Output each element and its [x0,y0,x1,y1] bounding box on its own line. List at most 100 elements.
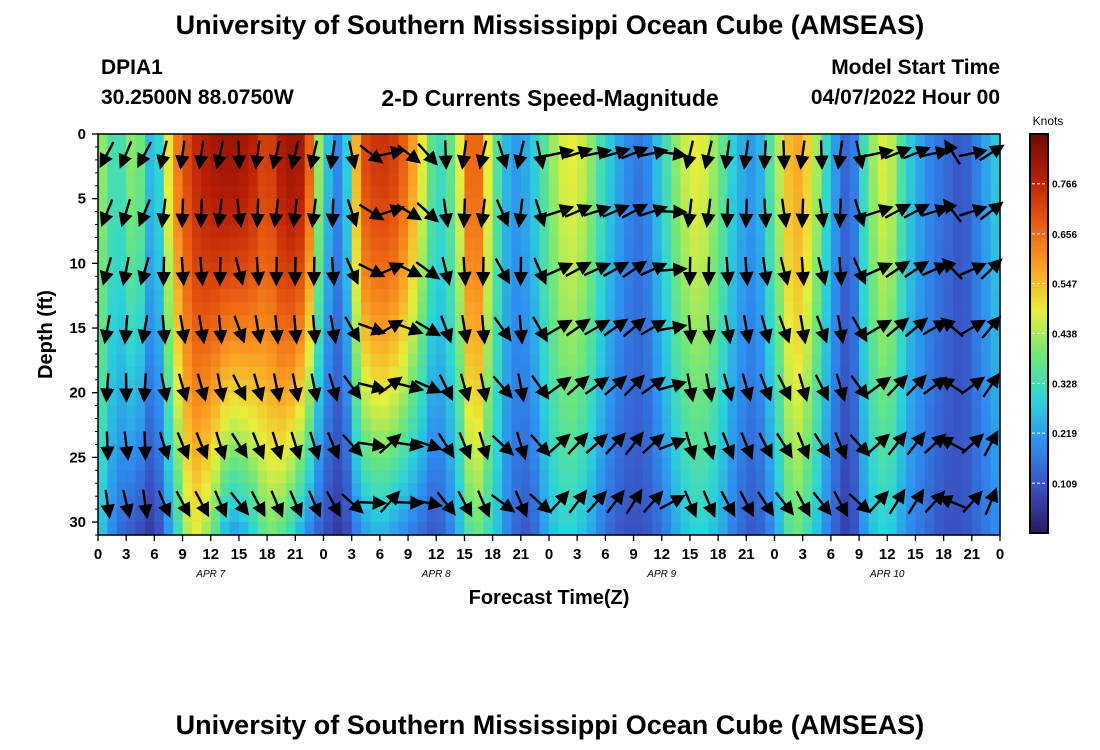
heatmap-cell [436,250,447,264]
heatmap-cell [868,353,879,368]
heatmap-cell [361,470,372,484]
colorbar-tick-label: 0.656 [1052,230,1077,241]
current-arrow [622,260,648,279]
heatmap-cell [624,340,635,355]
heatmap-cell [962,405,973,420]
heatmap-cell [191,315,202,329]
heatmap-cell [962,185,973,200]
heatmap-cell [144,470,155,484]
heatmap-cell [379,470,390,484]
heatmap-cell [464,418,475,433]
heatmap-cell [154,457,165,471]
heatmap-cell [445,250,456,264]
current-arrow [659,494,686,510]
heatmap-cell [135,224,146,239]
heatmap-cell [182,134,193,148]
heatmap-cell [699,185,710,200]
heatmap-cell [191,263,202,277]
heatmap-cell [520,237,531,252]
heatmap-cell [210,366,221,381]
current-arrow [814,374,829,402]
current-arrow [439,315,454,344]
heatmap-cell [943,483,954,497]
current-arrow [701,140,716,170]
heatmap-cell [370,302,381,316]
heatmap-cell [567,522,578,536]
heatmap-cell [671,185,682,200]
heatmap-cell [812,328,823,342]
heatmap-cell [661,457,672,471]
heatmap-cell [877,353,888,368]
heatmap-cell [285,457,296,471]
heatmap-cell [558,353,569,368]
heatmap-cell [520,302,531,316]
heatmap-cell [971,211,982,226]
heatmap-cell [774,457,785,471]
heatmap-cell [389,276,400,290]
heatmap-cell [821,470,832,484]
heatmap-cell [351,146,362,161]
heatmap-cell [783,302,794,316]
heatmap-cell [426,470,437,484]
heatmap-cell [408,315,419,329]
heatmap-cell [802,263,813,277]
heatmap-cell [144,405,155,420]
heatmap-cell [953,198,964,213]
y-tick-label: 5 [78,191,86,208]
heatmap-cell [116,250,127,264]
heatmap-cell [445,340,456,355]
heatmap-cell [971,172,982,187]
heatmap-cell [652,418,663,433]
heatmap-cell [661,509,672,523]
heatmap-cell [210,418,221,433]
heatmap-cell [539,470,550,484]
heatmap-cell [492,353,503,368]
heatmap-cell [802,224,813,239]
heatmap-cell [633,159,644,174]
heatmap-cell [868,185,879,200]
heatmap-cell [182,405,193,420]
heatmap-cell [173,315,184,329]
heatmap-cell [924,522,935,536]
heatmap-cell [351,289,362,303]
heatmap-cell [116,522,127,536]
heatmap-cell [708,457,719,471]
x-tick-label: 12 [653,546,670,563]
heatmap-cell [154,315,165,329]
heatmap-cell [464,237,475,252]
heatmap-cell [304,146,315,161]
heatmap-cell [746,237,757,252]
heatmap-cell [755,172,766,187]
current-arrow [984,487,999,516]
heatmap-cell [502,340,513,355]
current-arrow [940,317,964,338]
heatmap-cell [840,263,851,277]
current-arrow [529,493,552,514]
heatmap-cell [595,457,606,471]
heatmap-cell [727,198,738,213]
heatmap-cell [314,418,325,433]
heatmap-cell [746,289,757,303]
heatmap-cell [727,522,738,536]
heatmap-cell [971,276,982,290]
heatmap-cell [530,470,541,484]
heatmap-cell [708,315,719,329]
heatmap-cell [906,457,917,471]
heatmap-cell [990,172,1001,187]
heatmap-cell [774,483,785,497]
heatmap-cell [812,340,823,355]
date-label: APR 8 [421,569,451,580]
heatmap-cell [342,496,353,510]
heatmap-cell [520,198,531,213]
heatmap-cell [671,509,682,523]
heatmap-cell [887,509,898,523]
heatmap-cell [201,185,212,200]
heatmap-cell [896,444,907,458]
heatmap-cell [642,289,653,303]
heatmap-cell [802,198,813,213]
heatmap-cell [558,172,569,187]
heatmap-cell [896,224,907,239]
heatmap-cell [351,172,362,187]
heatmap-cell [417,470,428,484]
heatmap-cell [473,470,484,484]
